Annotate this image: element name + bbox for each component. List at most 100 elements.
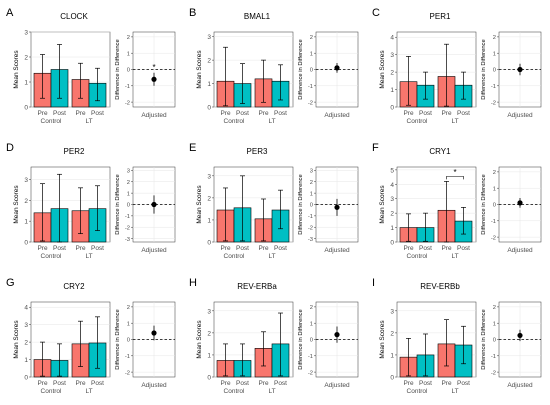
phase-tick-label: Post — [274, 380, 287, 387]
adjusted-y-tick-label: 2 — [127, 180, 130, 186]
adjusted-y-tick-label: 2 — [493, 35, 496, 41]
bar-y-tick-label: 0 — [207, 105, 211, 112]
bar-y-tick-label: 0 — [207, 240, 211, 247]
phase-tick-label: Pre — [403, 380, 414, 387]
panel-title: REV-ERBa — [237, 282, 277, 291]
group-tick-label: Control — [407, 253, 429, 260]
panel-title: REV-ERBb — [420, 282, 460, 291]
adjusted-x-tick-label: Adjusted — [141, 382, 167, 389]
group-tick-label: LT — [451, 118, 458, 125]
adjusted-y-tick-label: 2 — [493, 305, 496, 311]
adjusted-y-axis-label: Difference in Difference — [115, 39, 121, 99]
phase-tick-label: Post — [457, 380, 470, 387]
bar-y-axis-label: Mean Scores — [379, 50, 386, 89]
adjusted-y-tick-label: 0 — [310, 68, 313, 74]
adjusted-y-tick-label: 1 — [127, 51, 130, 57]
group-tick-label: LT — [268, 118, 275, 125]
adjusted-y-axis-label: Difference in Difference — [115, 174, 121, 234]
bar-y-tick-label: 2 — [207, 58, 211, 65]
group-tick-label: LT — [85, 253, 92, 260]
adjusted-x-tick-label: Adjusted — [324, 382, 350, 389]
bar-y-tick-label: 4 — [390, 182, 394, 189]
phase-tick-label: Post — [274, 245, 287, 252]
bar-y-axis-label: Mean Scores — [13, 50, 20, 89]
adjusted-x-tick-label: Adjusted — [141, 112, 167, 119]
phase-tick-label: Pre — [75, 380, 86, 387]
group-tick-label: LT — [451, 388, 458, 395]
adjusted-y-tick-label: -2 — [308, 225, 313, 231]
adjusted-y-tick-label: 2 — [310, 35, 313, 41]
adjusted-y-tick-label: -1 — [491, 354, 496, 360]
bar-y-tick-label: 3 — [390, 52, 394, 59]
adjusted-y-tick-label: -2 — [491, 370, 496, 376]
phase-tick-label: Pre — [258, 380, 269, 387]
adjusted-y-tick-label: -1 — [308, 354, 313, 360]
adjusted-y-tick-label: -1 — [491, 84, 496, 90]
panel-title: PER1 — [430, 12, 451, 21]
bar-y-tick-label: 1 — [207, 352, 211, 359]
bar-y-tick-label: 3 — [390, 308, 394, 315]
adjusted-y-tick-label: -1 — [125, 354, 130, 360]
adjusted-y-tick-label: 1 — [310, 321, 313, 327]
bar-y-axis-label: Mean Scores — [379, 320, 386, 359]
adjusted-point — [517, 66, 523, 73]
adjusted-y-tick-label: 0 — [127, 338, 130, 344]
panel-letter: D — [6, 142, 14, 154]
adjusted-x-tick-label: Adjusted — [324, 247, 350, 254]
adjusted-y-tick-label: 1 — [127, 191, 130, 197]
adjusted-y-tick-label: 2 — [310, 305, 313, 311]
adjusted-y-tick-label: 0 — [310, 203, 313, 209]
adjusted-y-axis-label: Difference in Difference — [481, 309, 487, 369]
adjusted-point — [151, 201, 157, 208]
bar-y-tick-label: 0 — [24, 105, 28, 112]
phase-tick-label: Pre — [37, 110, 48, 117]
adjusted-y-tick-label: 0 — [127, 203, 130, 209]
bar-y-tick-label: 1 — [207, 217, 211, 224]
adjusted-y-tick-label: 2 — [127, 35, 130, 41]
phase-tick-label: Pre — [403, 110, 414, 117]
panel-letter: E — [189, 142, 196, 154]
adjusted-y-tick-label: -3 — [125, 237, 130, 243]
panel-title: CRY1 — [429, 147, 451, 156]
phase-tick-label: Pre — [403, 245, 414, 252]
phase-tick-label: Pre — [258, 110, 269, 117]
adjusted-y-tick-label: 0 — [127, 68, 130, 74]
significance-star: * — [453, 168, 456, 177]
bar-y-tick-label: 5 — [390, 167, 394, 174]
phase-tick-label: Pre — [220, 245, 231, 252]
adjusted-point — [151, 76, 157, 82]
phase-tick-label: Post — [236, 380, 249, 387]
adjusted-point — [517, 200, 523, 206]
phase-tick-label: Pre — [220, 110, 231, 117]
phase-tick-label: Post — [91, 245, 104, 252]
bar-y-tick-label: 1 — [390, 225, 394, 232]
bar-y-tick-label: 0 — [390, 105, 394, 112]
group-tick-label: Control — [407, 388, 429, 395]
panel-title: PER3 — [247, 147, 268, 156]
adjusted-y-tick-label: 2 — [493, 170, 496, 176]
adjusted-x-tick-label: Adjusted — [141, 247, 167, 254]
group-tick-label: Control — [41, 253, 63, 260]
panel-title: PER2 — [64, 147, 85, 156]
adjusted-y-tick-label: -2 — [125, 225, 130, 231]
adjusted-point — [334, 332, 340, 338]
bar-y-tick-label: 0 — [390, 240, 394, 247]
bar-y-axis-label: Mean Scores — [196, 185, 203, 224]
adjusted-y-axis-label: Difference in Difference — [115, 309, 121, 369]
group-tick-label: LT — [268, 388, 275, 395]
adjusted-x-tick-label: Adjusted — [507, 112, 533, 119]
adjusted-y-tick-label: -2 — [491, 100, 496, 106]
phase-tick-label: Pre — [258, 245, 269, 252]
bar-y-axis-label: Mean Scores — [13, 320, 20, 359]
adjusted-y-tick-label: -2 — [308, 100, 313, 106]
adjusted-point — [334, 65, 340, 71]
phase-tick-label: Post — [274, 110, 287, 117]
group-tick-label: Control — [224, 118, 246, 125]
adjusted-y-tick-label: -2 — [491, 235, 496, 241]
adjusted-y-tick-label: -2 — [308, 370, 313, 376]
